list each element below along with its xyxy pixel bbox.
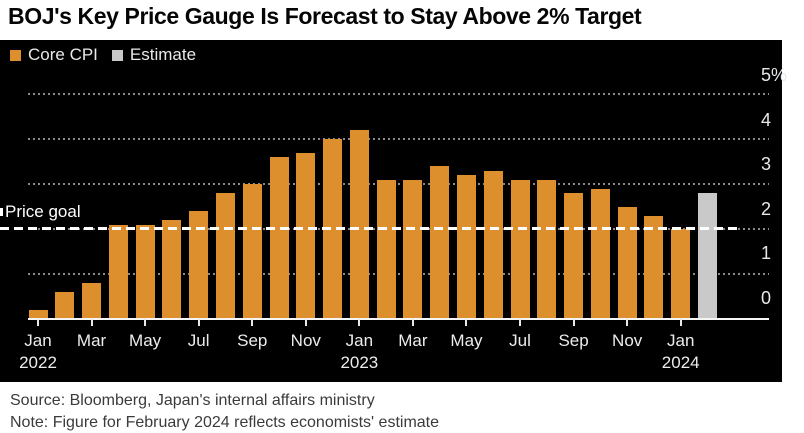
bar-jul-2022 <box>189 211 209 319</box>
x-label-nov-22: Nov <box>612 331 643 350</box>
bar-jul-2023 <box>510 179 530 319</box>
x-year-label-2024: 2024 <box>661 353 700 372</box>
bar-estimate-feb-2024 <box>698 193 717 319</box>
y-axis-label-2: 2 <box>761 198 772 219</box>
y-axis-label-4: 4 <box>761 109 772 130</box>
bar-feb-2023 <box>376 179 396 319</box>
x-label-mar-14: Mar <box>398 331 428 350</box>
bar-mar-2023 <box>403 179 423 319</box>
bar-jun-2022 <box>162 220 182 319</box>
x-label-jan-12: Jan <box>345 331 374 350</box>
bar-jan-2024 <box>671 229 691 319</box>
bar-oct-2022 <box>269 157 289 319</box>
bar-nov-2023 <box>617 206 637 319</box>
bar-sep-2023 <box>564 193 584 319</box>
x-tick-nov-22 <box>626 319 629 326</box>
bar-apr-2022 <box>108 224 128 319</box>
price-goal-edge-tick <box>0 208 3 216</box>
bar-apr-2023 <box>430 166 450 319</box>
plot-area: Jan 2022 Mar May Jul Sep Nov Jan 2023 Mar May Jul Se… <box>0 40 787 382</box>
x-tick-jul-18 <box>519 319 522 326</box>
y-axis-label-5-: 5% <box>761 65 788 85</box>
bar-nov-2022 <box>296 152 316 319</box>
x-label-may-16: May <box>450 331 483 350</box>
y-axis-label-0: 0 <box>761 287 772 308</box>
x-tick-may-4 <box>144 319 147 326</box>
note-line: Note: Figure for February 2024 reflects … <box>10 414 440 431</box>
estimate-legend-swatch <box>111 49 123 61</box>
bar-mar-2022 <box>82 283 102 319</box>
gridline-3 <box>28 182 769 185</box>
bar-oct-2023 <box>590 188 610 319</box>
bar-may-2022 <box>135 224 155 319</box>
chart-panel: Jan 2022 Mar May Jul Sep Nov Jan 2023 Mar May Jul Se… <box>0 40 787 382</box>
legend: Core CPI Estimate <box>10 45 196 65</box>
x-label-sep-8: Sep <box>237 331 268 350</box>
core-cpi-legend-label: Core CPI <box>28 45 98 64</box>
x-tick-jul-6 <box>197 319 200 326</box>
x-tick-nov-10 <box>304 319 307 326</box>
bar-dec-2023 <box>644 215 664 319</box>
x-label-may-4: May <box>129 331 162 350</box>
bar-jan-2023 <box>349 130 369 319</box>
gridline-5 <box>28 92 769 95</box>
x-label-mar-2: Mar <box>76 331 107 350</box>
bar-jan-2022 <box>28 310 48 319</box>
core-cpi-legend-swatch <box>10 49 21 61</box>
x-label-jul-18: Jul <box>509 331 531 350</box>
source-line: Source: Bloomberg, Japan's internal affa… <box>10 392 375 409</box>
x-year-label-2022: 2022 <box>19 353 57 372</box>
bar-feb-2022 <box>55 292 75 319</box>
bar-aug-2023 <box>537 179 557 319</box>
gridline-1 <box>28 272 769 275</box>
bar-jun-2023 <box>483 170 503 319</box>
price-goal-line <box>0 226 738 230</box>
x-tick-jan-2024 <box>679 319 682 326</box>
x-label-sep-20: Sep <box>558 331 589 350</box>
x-label-jul-6: Jul <box>187 331 210 350</box>
x-axis-line <box>28 317 769 320</box>
source-note: Source: Bloomberg, Japan's internal affa… <box>10 390 439 433</box>
y-axis-label-1: 1 <box>761 243 772 263</box>
price-goal-label: Price goal <box>5 202 81 221</box>
estimate-legend-label: Estimate <box>129 45 197 64</box>
x-tick-sep-20 <box>572 319 575 326</box>
x-year-label-2023: 2023 <box>340 353 379 372</box>
x-tick-may-16 <box>465 319 468 326</box>
x-label-nov-10: Nov <box>290 331 321 350</box>
chart-title: BOJ's Key Price Gauge Is Forecast to Sta… <box>8 3 642 29</box>
x-tick-jan-2023 <box>358 319 361 326</box>
x-tick-jan-2022 <box>37 319 39 326</box>
x-label-jan-24: Jan <box>667 331 695 350</box>
bar-aug-2022 <box>215 193 235 319</box>
bar-may-2023 <box>456 175 476 319</box>
x-tick-mar-2 <box>90 319 93 326</box>
x-label-jan-0: Jan <box>24 331 52 350</box>
x-tick-sep-8 <box>251 319 254 326</box>
y-axis-label-3: 3 <box>761 154 772 174</box>
bar-sep-2022 <box>242 184 262 319</box>
gridline-4 <box>28 137 769 140</box>
x-tick-mar-14 <box>411 319 414 326</box>
